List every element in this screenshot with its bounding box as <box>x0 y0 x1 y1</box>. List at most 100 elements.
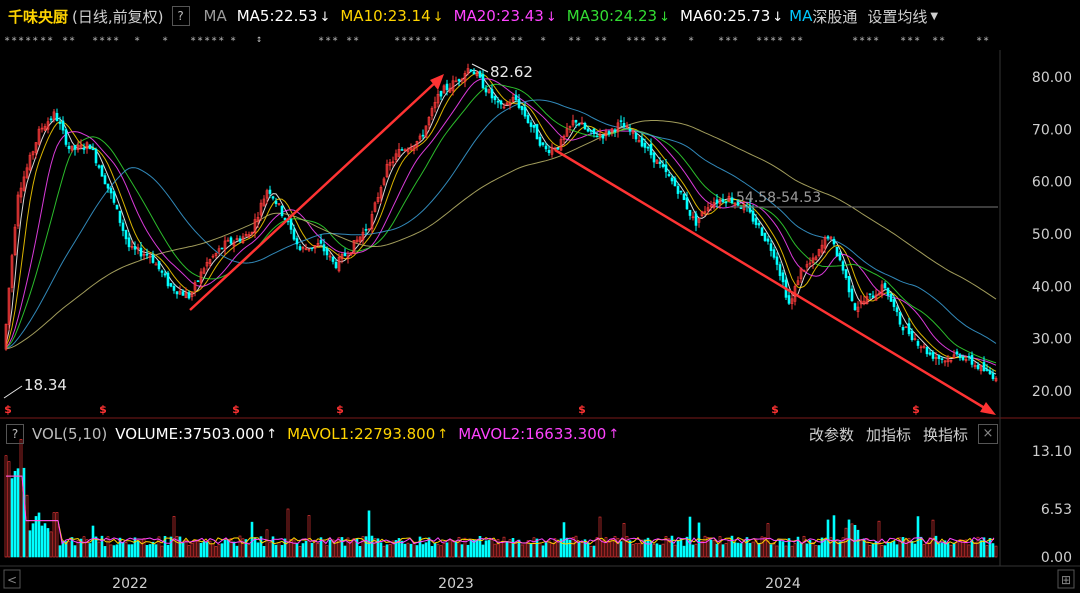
dividend-marker-icon[interactable]: $ <box>4 403 12 416</box>
volume-bar <box>940 542 944 558</box>
event-marker[interactable]: ∗∗∗ <box>318 34 340 45</box>
candle-body <box>733 202 737 206</box>
event-marker[interactable]: ∗∗ <box>932 34 947 45</box>
event-marker[interactable]: ∗∗∗∗∗ <box>190 34 226 45</box>
candle-body <box>796 280 800 286</box>
candle-body <box>880 284 884 296</box>
add-indicator-button[interactable]: 加指标 <box>865 425 911 444</box>
candle-body <box>811 257 815 264</box>
volume-bar <box>640 539 644 558</box>
stock-name[interactable]: 千味央厨 <box>8 7 69 26</box>
candle-body <box>802 269 806 272</box>
candle-body <box>379 186 383 199</box>
candle-body <box>544 145 548 150</box>
event-marker[interactable]: ∗∗∗∗ <box>470 34 499 45</box>
volume-help-icon[interactable]: ? <box>6 424 24 444</box>
volume-bar <box>301 543 305 558</box>
event-marker[interactable]: ∗∗ <box>976 34 991 45</box>
shenzhen-connect-label[interactable]: 深股通 <box>812 7 858 26</box>
set-ma-button[interactable]: 设置均线 <box>867 7 928 26</box>
event-marker[interactable]: ∗∗∗ <box>900 34 922 45</box>
volume-bar <box>10 478 14 558</box>
event-marker[interactable]: ∗∗ <box>594 34 609 45</box>
event-marker[interactable]: ∗∗ <box>346 34 361 45</box>
volume-bar <box>901 537 905 558</box>
zoom-button[interactable] <box>1057 569 1075 589</box>
volume-bar <box>430 546 434 558</box>
event-marker[interactable]: ∗∗∗ <box>626 34 648 45</box>
event-marker[interactable]: ∗ <box>230 34 238 45</box>
volume-bar <box>328 539 332 558</box>
switch-indicator-button[interactable]: 换指标 <box>922 425 968 444</box>
volume-bar <box>184 540 188 558</box>
candle-body <box>112 191 116 203</box>
event-marker[interactable]: ∗ <box>688 34 696 45</box>
volume-bar <box>550 543 554 558</box>
candle-body <box>247 234 251 238</box>
volume-tick-label: 6.53 <box>1041 502 1072 518</box>
candle-body <box>406 148 410 153</box>
event-marker[interactable]: ↕ <box>256 34 264 45</box>
dividend-marker-icon[interactable]: $ <box>336 403 344 416</box>
downtrend-arrow-line <box>554 148 989 412</box>
event-marker[interactable]: ∗ <box>162 34 170 45</box>
dividend-marker-icon[interactable]: $ <box>771 403 779 416</box>
volume-bar <box>700 541 704 558</box>
event-marker[interactable]: ∗∗∗∗ <box>394 34 423 45</box>
event-marker[interactable]: ∗∗ <box>424 34 439 45</box>
volume-bar <box>193 539 197 558</box>
event-marker[interactable]: ∗ <box>134 34 142 45</box>
volume-indicator-name[interactable]: VOL(5,10) <box>32 425 108 443</box>
change-params-button[interactable]: 改参数 <box>808 425 854 444</box>
volume-bar <box>949 544 953 558</box>
volume-bar <box>115 544 119 558</box>
candle-body <box>568 125 572 128</box>
candle-body <box>319 240 323 244</box>
event-marker[interactable]: ∗∗∗∗ <box>852 34 881 45</box>
close-icon[interactable]: × <box>978 424 998 444</box>
event-marker[interactable]: ∗∗ <box>40 34 55 45</box>
volume-bar <box>526 540 530 558</box>
volume-bar <box>286 508 290 558</box>
volume-bar <box>91 525 95 558</box>
chevron-left-icon[interactable]: < <box>7 573 17 587</box>
price-tick-label: 30.00 <box>1032 332 1072 348</box>
event-marker[interactable]: ∗∗ <box>510 34 525 45</box>
dividend-marker-icon[interactable]: $ <box>232 403 240 416</box>
event-marker[interactable]: ∗ <box>540 34 548 45</box>
dividend-marker-icon[interactable]: $ <box>99 403 107 416</box>
candle-body <box>841 261 845 271</box>
volume-bar <box>97 541 101 558</box>
candle-body <box>334 261 338 269</box>
event-marker[interactable]: ∗∗∗∗ <box>92 34 121 45</box>
scroll-left-button[interactable] <box>3 569 21 589</box>
volume-bar <box>94 536 98 558</box>
candle-body <box>949 360 953 362</box>
candle-body <box>823 236 827 249</box>
ma-indicator-label[interactable]: MA <box>203 7 227 25</box>
dividend-marker-icon[interactable]: $ <box>912 403 920 416</box>
candle-body <box>679 190 683 193</box>
volume-bar <box>508 539 512 558</box>
chevron-down-icon[interactable]: ▼ <box>930 10 939 22</box>
event-marker[interactable]: ∗∗∗ <box>718 34 740 45</box>
candle-body <box>283 217 287 221</box>
zoom-icon[interactable]: ⊞ <box>1061 573 1071 587</box>
volume-bar <box>760 536 764 558</box>
event-marker[interactable]: ∗∗ <box>654 34 669 45</box>
candle-body <box>445 83 449 90</box>
ma-toggle-label[interactable]: MA <box>789 7 813 25</box>
candle-body <box>676 186 680 194</box>
dividend-marker-icon[interactable]: $ <box>578 403 586 416</box>
volume-bar <box>424 542 428 558</box>
help-icon[interactable]: ? <box>171 6 190 26</box>
volume-bar <box>553 538 557 558</box>
event-marker[interactable]: ∗∗ <box>790 34 805 45</box>
volume-bar <box>403 543 407 558</box>
event-marker[interactable]: ∗∗∗∗ <box>756 34 785 45</box>
event-marker[interactable]: ∗∗∗∗∗ <box>4 34 40 45</box>
event-marker[interactable]: ∗∗ <box>568 34 583 45</box>
volume-bar <box>994 545 998 558</box>
event-marker[interactable]: ∗∗ <box>62 34 77 45</box>
